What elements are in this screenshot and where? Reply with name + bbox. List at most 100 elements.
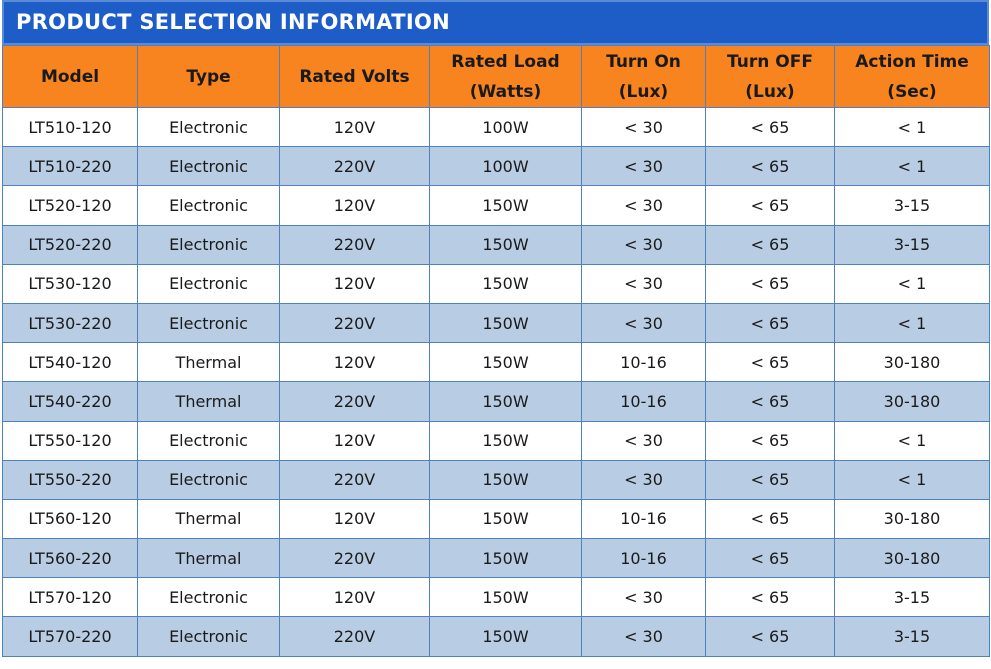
- table-cell: 150W: [429, 381, 582, 422]
- column-header: Model: [2, 45, 138, 108]
- table-cell: LT530-120: [2, 263, 138, 304]
- table-cell: < 1: [834, 263, 990, 304]
- table-cell: < 65: [705, 106, 835, 148]
- table-cell: 3-15: [834, 577, 990, 618]
- table-cell: 120V: [279, 342, 430, 383]
- table-cell: LT520-220: [2, 224, 138, 265]
- table-cell: 120V: [279, 106, 430, 148]
- column-header: Rated Load (Watts): [429, 45, 582, 108]
- table-cell: Thermal: [137, 342, 280, 383]
- table-cell: < 30: [581, 185, 706, 226]
- table-row: LT570-120 Electronic 120V 150W < 30 < 65 3-15: [2, 577, 990, 618]
- table-cell: LT510-220: [2, 146, 138, 187]
- table-cell: 10-16: [581, 538, 706, 579]
- table-cell: LT520-120: [2, 185, 138, 226]
- table-cell: 150W: [429, 224, 582, 265]
- table-cell: LT570-220: [2, 616, 138, 657]
- table-cell: < 65: [705, 538, 835, 579]
- table-cell: < 30: [581, 263, 706, 304]
- table-cell: Thermal: [137, 381, 280, 422]
- table-row: LT560-120 Thermal 120V 150W 10-16 < 65 30-180: [2, 498, 990, 540]
- table-cell: 120V: [279, 498, 430, 540]
- table-cell: < 65: [705, 146, 835, 187]
- table-cell: 150W: [429, 185, 582, 226]
- table-cell: 30-180: [834, 381, 990, 422]
- table-cell: < 65: [705, 224, 835, 265]
- table-row: LT530-220 Electronic 220V 150W < 30 < 65 < 1: [2, 302, 990, 344]
- table-body: LT510-120 Electronic 120V 100W < 30 < 65 < 1 LT…: [2, 106, 990, 657]
- table-cell: LT510-120: [2, 106, 138, 148]
- table-cell: < 30: [581, 577, 706, 618]
- table-cell: 3-15: [834, 224, 990, 265]
- title-bar: PRODUCT SELECTION INFORMATION: [2, 0, 989, 45]
- table-cell: Electronic: [137, 185, 280, 226]
- table-cell: Electronic: [137, 577, 280, 618]
- table-cell: 220V: [279, 459, 430, 500]
- table-cell: < 30: [581, 459, 706, 500]
- table-cell: 100W: [429, 146, 582, 187]
- table-row: LT510-220 Electronic 220V 100W < 30 < 65 < 1: [2, 146, 990, 187]
- table-cell: < 1: [834, 459, 990, 500]
- table-cell: < 65: [705, 577, 835, 618]
- column-header: Action Time (Sec): [834, 45, 990, 108]
- table-cell: < 65: [705, 302, 835, 344]
- table-cell: 150W: [429, 498, 582, 540]
- table-cell: 150W: [429, 616, 582, 657]
- table-cell: < 65: [705, 263, 835, 304]
- table-row: LT550-120 Electronic 120V 150W < 30 < 65 < 1: [2, 420, 990, 461]
- table-row: LT510-120 Electronic 120V 100W < 30 < 65 < 1: [2, 106, 990, 148]
- table-cell: 150W: [429, 302, 582, 344]
- table-row: LT530-120 Electronic 120V 150W < 30 < 65 < 1: [2, 263, 990, 304]
- table-cell: 30-180: [834, 498, 990, 540]
- table-cell: 220V: [279, 224, 430, 265]
- table-cell: < 65: [705, 381, 835, 422]
- table-cell: LT550-220: [2, 459, 138, 500]
- table-cell: < 1: [834, 420, 990, 461]
- table-cell: < 30: [581, 106, 706, 148]
- table-row: LT520-220 Electronic 220V 150W < 30 < 65 3-15: [2, 224, 990, 265]
- column-header: Type: [137, 45, 280, 108]
- table-cell: < 65: [705, 616, 835, 657]
- table-row: LT570-220 Electronic 220V 150W < 30 < 65 3-15: [2, 616, 990, 657]
- table-cell: 30-180: [834, 342, 990, 383]
- table-cell: Electronic: [137, 302, 280, 344]
- table-cell: 150W: [429, 538, 582, 579]
- table-cell: 150W: [429, 459, 582, 500]
- table-cell: 120V: [279, 420, 430, 461]
- table-cell: 120V: [279, 577, 430, 618]
- table-cell: 10-16: [581, 381, 706, 422]
- table-cell: 150W: [429, 342, 582, 383]
- table-cell: Electronic: [137, 263, 280, 304]
- column-header: Turn OFF (Lux): [705, 45, 835, 108]
- table-cell: 150W: [429, 577, 582, 618]
- table-cell: < 65: [705, 459, 835, 500]
- table-cell: 220V: [279, 146, 430, 187]
- table-cell: 3-15: [834, 616, 990, 657]
- table-cell: Electronic: [137, 616, 280, 657]
- column-header: Turn On (Lux): [581, 45, 706, 108]
- table-cell: < 30: [581, 224, 706, 265]
- table-cell: < 30: [581, 616, 706, 657]
- table-cell: 30-180: [834, 538, 990, 579]
- table-cell: 150W: [429, 420, 582, 461]
- table-cell: 10-16: [581, 342, 706, 383]
- table-cell: 3-15: [834, 185, 990, 226]
- table-cell: < 65: [705, 498, 835, 540]
- table-cell: < 30: [581, 302, 706, 344]
- table-cell: 220V: [279, 616, 430, 657]
- table-cell: < 65: [705, 342, 835, 383]
- table-cell: 220V: [279, 381, 430, 422]
- table-row: LT560-220 Thermal 220V 150W 10-16 < 65 30-180: [2, 538, 990, 579]
- table-row: LT540-220 Thermal 220V 150W 10-16 < 65 30-180: [2, 381, 990, 422]
- product-table: Model Type Rated Volts Rated Load (Watts) Tu…: [2, 45, 990, 657]
- table-cell: < 1: [834, 146, 990, 187]
- table-cell: Electronic: [137, 146, 280, 187]
- table-cell: < 30: [581, 420, 706, 461]
- table-cell: LT560-220: [2, 538, 138, 579]
- table-cell: Thermal: [137, 538, 280, 579]
- table-cell: LT570-120: [2, 577, 138, 618]
- table-cell: 220V: [279, 538, 430, 579]
- table-cell: LT540-220: [2, 381, 138, 422]
- table-cell: LT560-120: [2, 498, 138, 540]
